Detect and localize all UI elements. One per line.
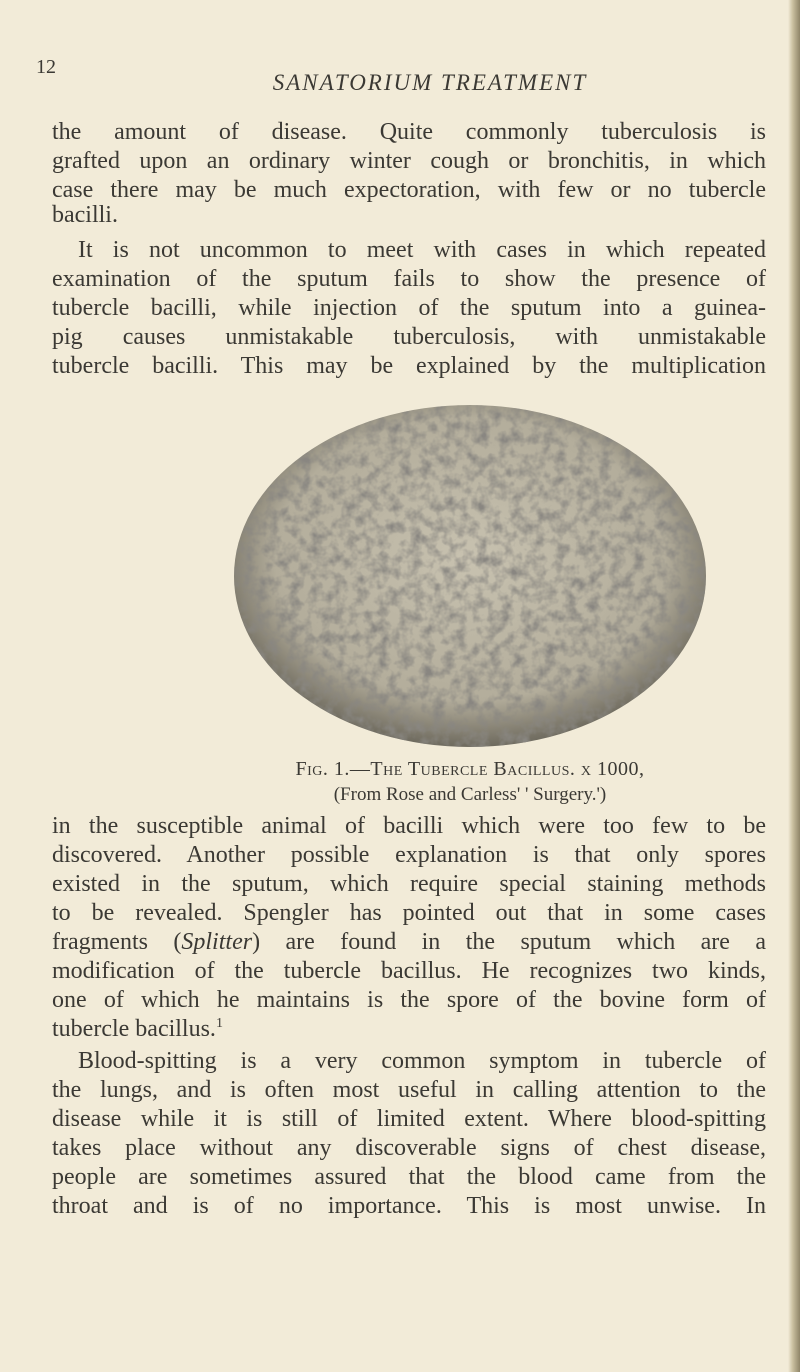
text-line: the amount of disease. Quite commonly tu…	[52, 119, 766, 145]
micrograph-texture	[234, 405, 706, 747]
text-line: tubercle bacilli. This may be explained …	[52, 353, 766, 379]
text-line: existed in the sputum, which require spe…	[52, 871, 766, 897]
text-line: fragments (Splitter) are found in the sp…	[52, 928, 766, 956]
running-head: SANATORIUM TREATMENT	[272, 70, 588, 95]
text-line: disease while it is still of limited ext…	[52, 1106, 766, 1132]
text-line: people are sometimes assured that the bl…	[52, 1164, 766, 1190]
text-line: throat and is of no importance. This is …	[52, 1193, 766, 1219]
text-line: takes place without any discoverable sig…	[52, 1135, 766, 1161]
text-line: It is not uncommon to meet with cases in…	[78, 237, 766, 263]
text: ) are found in the sputum which are a	[252, 929, 766, 955]
text-line: tubercle bacilli, while injection of the…	[52, 295, 766, 321]
text-line: in the susceptible animal of bacilli whi…	[52, 813, 766, 839]
text-line: discovered. Another possible explanation…	[52, 842, 766, 868]
text: tubercle bacillus.	[52, 1016, 216, 1042]
book-gutter	[788, 0, 800, 1372]
text-line: case there may be much expectoration, wi…	[52, 177, 766, 203]
footnote-mark: 1	[215, 1016, 223, 1031]
page-number: 12	[36, 56, 56, 78]
text-line: Blood-spitting is a very common symptom …	[78, 1048, 766, 1074]
text-line: pig causes unmistakable tuberculosis, wi…	[52, 324, 766, 350]
text: fragments (	[52, 929, 182, 955]
text-line: grafted upon an ordinary winter cough or…	[52, 148, 766, 174]
figure-caption: Fig. 1.—The Tubercle Bacillus. x 1000,	[295, 758, 645, 780]
text-line: one of which he maintains is the spore o…	[52, 987, 766, 1013]
text-line: modification of the tubercle bacillus. H…	[52, 958, 766, 984]
text-line: to be revealed. Spengler has pointed out…	[52, 900, 766, 926]
text-line: bacilli.	[52, 202, 118, 228]
figure-credit: (From Rose and Carless' ' Surgery.')	[333, 784, 607, 805]
text-line: the lungs, and is often most useful in c…	[52, 1077, 766, 1103]
text-line: tubercle bacillus.1	[52, 1015, 766, 1043]
text-line: examination of the sputum fails to show …	[52, 266, 766, 292]
italic-text: Splitter	[181, 929, 253, 955]
